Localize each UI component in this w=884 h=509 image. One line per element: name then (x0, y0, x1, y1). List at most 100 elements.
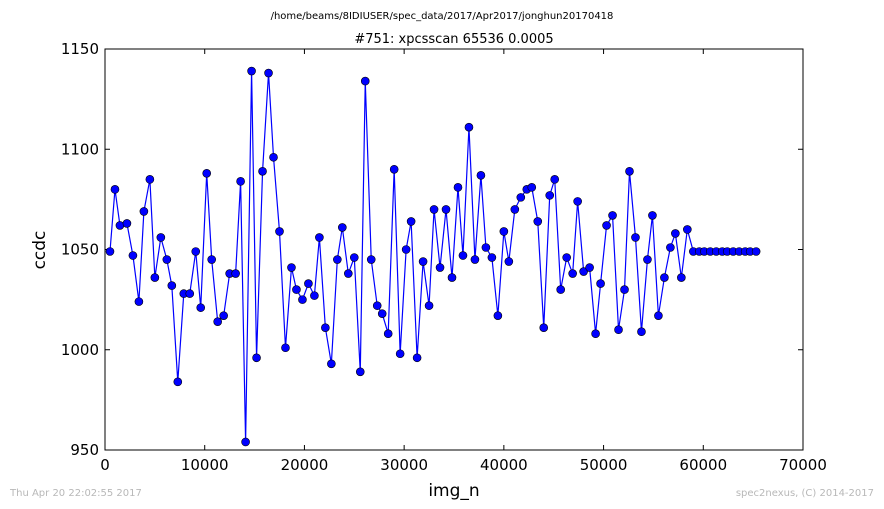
data-point (287, 263, 296, 272)
x-tick-label: 20000 (281, 456, 329, 474)
data-point (499, 227, 509, 236)
data-point (441, 205, 451, 214)
data-point (568, 269, 577, 278)
data-point (304, 279, 313, 288)
data-point (418, 257, 428, 266)
y-tick-label: 950 (70, 441, 99, 459)
x-tick-label: 40000 (480, 456, 528, 474)
data-point (550, 175, 560, 184)
data-point (213, 317, 222, 326)
data-point (429, 205, 439, 214)
data-point (406, 217, 416, 226)
x-tick-label: 30000 (380, 456, 428, 474)
y-tick-label: 1050 (61, 241, 99, 259)
data-point (377, 309, 387, 318)
data-point (122, 219, 132, 228)
data-point (602, 221, 611, 230)
data-point (327, 359, 336, 369)
data-point (110, 185, 120, 194)
data-point (435, 263, 445, 272)
data-point (366, 255, 376, 264)
footer-credit: spec2nexus, (C) 2014-2017 (735, 488, 874, 499)
data-point (207, 255, 216, 264)
data-point (401, 245, 411, 254)
data-point (516, 193, 526, 202)
x-tick-label: 60000 (679, 456, 727, 474)
x-axis-label: img_n (428, 481, 479, 501)
data-point (666, 243, 675, 252)
data-point (134, 297, 144, 306)
data-point (252, 353, 261, 363)
data-point (196, 303, 206, 312)
data-point (395, 349, 405, 359)
data-point (579, 267, 588, 276)
data-point (156, 233, 166, 242)
data-point (145, 175, 155, 184)
data-point (631, 233, 640, 242)
data-point (173, 377, 183, 387)
data-point (643, 255, 652, 264)
data-point (453, 183, 463, 192)
data-point (264, 68, 273, 78)
data-point (539, 323, 549, 332)
data-point (510, 205, 520, 214)
data-point (202, 169, 212, 178)
data-point (476, 171, 486, 180)
data-point (556, 285, 565, 294)
data-point (191, 247, 201, 256)
data-point (625, 167, 634, 176)
data-point (281, 343, 290, 353)
data-point (458, 251, 468, 260)
data-point (150, 273, 160, 282)
x-tick-label: 70000 (779, 456, 827, 474)
y-tick-label: 1100 (61, 140, 99, 158)
data-point (447, 273, 457, 282)
data-point (231, 269, 240, 278)
y-tick-label: 1150 (61, 40, 99, 58)
data-point (573, 197, 582, 206)
data-point (321, 323, 330, 332)
data-point (315, 233, 324, 242)
data-point (333, 255, 342, 264)
data-point (344, 269, 353, 278)
data-point (637, 327, 646, 337)
data-point (310, 291, 319, 300)
data-point (219, 311, 228, 320)
data-point (162, 255, 172, 264)
data-point (660, 273, 669, 282)
data-point (562, 253, 571, 262)
data-point (355, 367, 365, 377)
data-point (258, 167, 267, 176)
data-point (247, 66, 256, 76)
x-tick-label: 0 (100, 456, 110, 474)
data-point (504, 257, 514, 266)
data-point (372, 301, 382, 310)
file-path-header: /home/beams/8IDIUSER/spec_data/2017/Apr2… (271, 11, 614, 22)
data-point (128, 251, 138, 260)
y-axis: 950 1000 1050 1100 1150 (61, 40, 803, 459)
data-point (139, 207, 149, 216)
data-point (487, 253, 497, 262)
data-point (464, 122, 474, 132)
data-point (648, 211, 657, 220)
data-point (424, 301, 434, 310)
data-point (533, 217, 543, 226)
y-tick-label: 1000 (61, 341, 99, 359)
x-tick-label: 50000 (580, 456, 628, 474)
data-point (751, 247, 761, 256)
x-tick-label: 10000 (181, 456, 229, 474)
data-point (493, 311, 503, 320)
data-point (470, 255, 480, 264)
x-axis: 0 10000 20000 30000 40000 50000 60000 70000 (100, 49, 827, 474)
data-point (527, 183, 537, 192)
data-point (677, 273, 686, 282)
data-point (412, 353, 422, 363)
data-point (654, 311, 663, 320)
chart-title: #751: xpcsscan 65536 0.0005 (354, 32, 553, 47)
data-point (683, 225, 692, 234)
data-point (105, 247, 115, 256)
data-point (236, 177, 245, 186)
data-point (383, 329, 393, 339)
data-point (185, 289, 195, 298)
